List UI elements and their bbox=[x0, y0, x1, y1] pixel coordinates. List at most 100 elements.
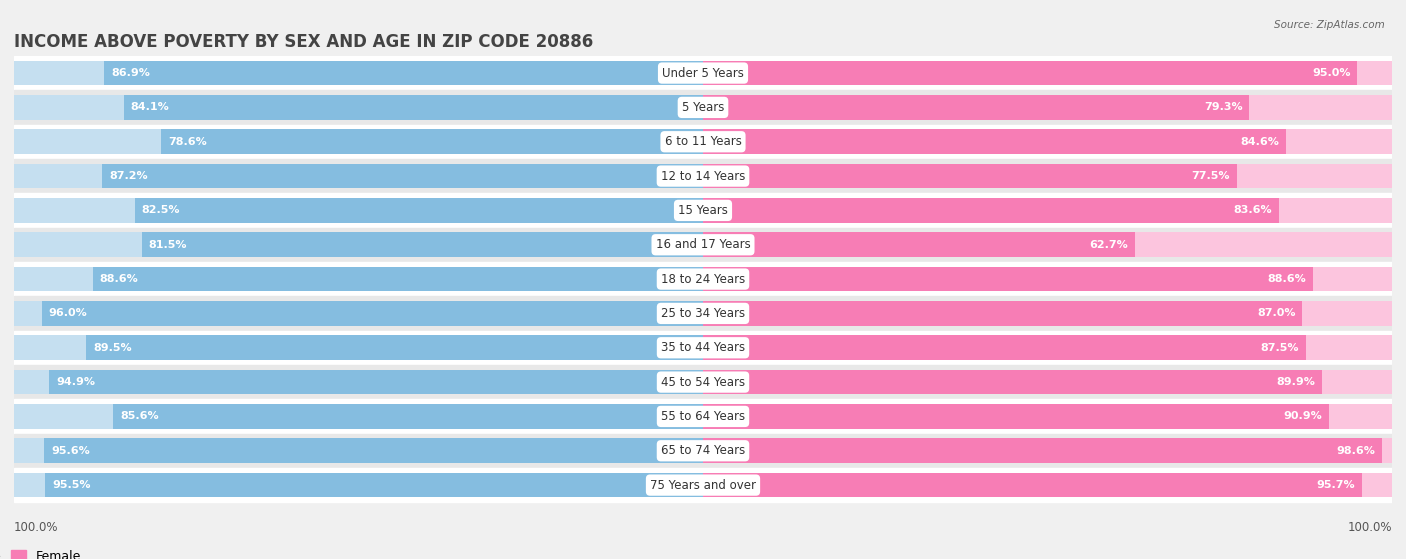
Bar bbox=[14, 56, 1392, 90]
Text: 82.5%: 82.5% bbox=[142, 205, 180, 215]
Text: 77.5%: 77.5% bbox=[1191, 171, 1230, 181]
Bar bbox=[162, 129, 703, 154]
Text: 95.7%: 95.7% bbox=[1317, 480, 1355, 490]
Bar bbox=[14, 365, 1392, 399]
Bar bbox=[703, 164, 1392, 188]
Bar bbox=[49, 369, 703, 395]
Text: 79.3%: 79.3% bbox=[1204, 102, 1243, 112]
Text: 18 to 24 Years: 18 to 24 Years bbox=[661, 273, 745, 286]
Text: 90.9%: 90.9% bbox=[1284, 411, 1323, 421]
Bar bbox=[703, 301, 1392, 326]
Bar bbox=[703, 129, 1392, 154]
Bar bbox=[703, 404, 1329, 429]
Bar bbox=[42, 301, 703, 326]
Bar bbox=[14, 61, 703, 86]
Text: 84.6%: 84.6% bbox=[1240, 137, 1279, 147]
Text: 89.5%: 89.5% bbox=[93, 343, 132, 353]
Bar bbox=[86, 335, 703, 360]
Bar bbox=[45, 473, 703, 498]
Text: Under 5 Years: Under 5 Years bbox=[662, 67, 744, 79]
Text: Source: ZipAtlas.com: Source: ZipAtlas.com bbox=[1274, 20, 1385, 30]
Bar bbox=[93, 267, 703, 291]
Bar bbox=[14, 193, 1392, 228]
Text: 55 to 64 Years: 55 to 64 Years bbox=[661, 410, 745, 423]
Text: 98.6%: 98.6% bbox=[1337, 446, 1375, 456]
Bar bbox=[142, 233, 703, 257]
Bar bbox=[703, 198, 1392, 223]
Bar bbox=[114, 404, 703, 429]
Text: 89.9%: 89.9% bbox=[1277, 377, 1316, 387]
Text: 95.6%: 95.6% bbox=[51, 446, 90, 456]
Text: 6 to 11 Years: 6 to 11 Years bbox=[665, 135, 741, 148]
Bar bbox=[703, 164, 1237, 188]
Bar bbox=[14, 296, 1392, 330]
Bar bbox=[14, 468, 1392, 503]
Text: 84.1%: 84.1% bbox=[131, 102, 169, 112]
Bar bbox=[703, 473, 1362, 498]
Bar bbox=[14, 434, 1392, 468]
Bar bbox=[14, 473, 703, 498]
Bar bbox=[14, 262, 1392, 296]
Bar bbox=[14, 404, 703, 429]
Text: 81.5%: 81.5% bbox=[149, 240, 187, 250]
Bar bbox=[703, 95, 1250, 120]
Bar bbox=[14, 198, 703, 223]
Bar bbox=[703, 61, 1358, 86]
Bar bbox=[14, 164, 703, 188]
Bar bbox=[703, 233, 1135, 257]
Text: 62.7%: 62.7% bbox=[1090, 240, 1128, 250]
Bar bbox=[703, 301, 1302, 326]
Bar bbox=[104, 61, 703, 86]
Text: 35 to 44 Years: 35 to 44 Years bbox=[661, 341, 745, 354]
Text: 15 Years: 15 Years bbox=[678, 204, 728, 217]
Bar bbox=[703, 369, 1323, 395]
Bar bbox=[703, 95, 1392, 120]
Bar bbox=[14, 267, 703, 291]
Bar bbox=[14, 301, 703, 326]
Bar bbox=[703, 438, 1382, 463]
Bar bbox=[14, 335, 703, 360]
Text: 86.9%: 86.9% bbox=[111, 68, 150, 78]
Bar bbox=[14, 129, 703, 154]
Text: 88.6%: 88.6% bbox=[1268, 274, 1306, 284]
Bar bbox=[14, 159, 1392, 193]
Text: 95.0%: 95.0% bbox=[1312, 68, 1351, 78]
Bar bbox=[703, 267, 1313, 291]
Bar bbox=[703, 335, 1306, 360]
Text: 96.0%: 96.0% bbox=[48, 309, 87, 319]
Bar bbox=[124, 95, 703, 120]
Bar bbox=[135, 198, 703, 223]
Text: 94.9%: 94.9% bbox=[56, 377, 96, 387]
Text: 87.2%: 87.2% bbox=[110, 171, 148, 181]
Bar bbox=[703, 61, 1392, 86]
Bar bbox=[703, 369, 1392, 395]
Text: 95.5%: 95.5% bbox=[52, 480, 90, 490]
Text: INCOME ABOVE POVERTY BY SEX AND AGE IN ZIP CODE 20886: INCOME ABOVE POVERTY BY SEX AND AGE IN Z… bbox=[14, 33, 593, 51]
Bar bbox=[703, 267, 1392, 291]
Bar bbox=[45, 438, 703, 463]
Text: 87.0%: 87.0% bbox=[1257, 309, 1295, 319]
Bar bbox=[14, 399, 1392, 434]
Text: 75 Years and over: 75 Years and over bbox=[650, 479, 756, 491]
Bar bbox=[703, 438, 1392, 463]
Text: 83.6%: 83.6% bbox=[1233, 205, 1272, 215]
Bar bbox=[14, 438, 703, 463]
Text: 25 to 34 Years: 25 to 34 Years bbox=[661, 307, 745, 320]
Bar bbox=[703, 335, 1392, 360]
Bar bbox=[14, 228, 1392, 262]
Text: 85.6%: 85.6% bbox=[120, 411, 159, 421]
Text: 87.5%: 87.5% bbox=[1260, 343, 1299, 353]
Text: 100.0%: 100.0% bbox=[14, 521, 59, 534]
Bar bbox=[14, 369, 703, 395]
Text: 88.6%: 88.6% bbox=[100, 274, 138, 284]
Text: 65 to 74 Years: 65 to 74 Years bbox=[661, 444, 745, 457]
Text: 16 and 17 Years: 16 and 17 Years bbox=[655, 238, 751, 251]
Bar bbox=[14, 90, 1392, 125]
Bar bbox=[703, 233, 1392, 257]
Text: 78.6%: 78.6% bbox=[169, 137, 207, 147]
Bar bbox=[14, 330, 1392, 365]
Bar bbox=[14, 95, 703, 120]
Bar bbox=[703, 198, 1279, 223]
Bar bbox=[703, 473, 1392, 498]
Text: 5 Years: 5 Years bbox=[682, 101, 724, 114]
